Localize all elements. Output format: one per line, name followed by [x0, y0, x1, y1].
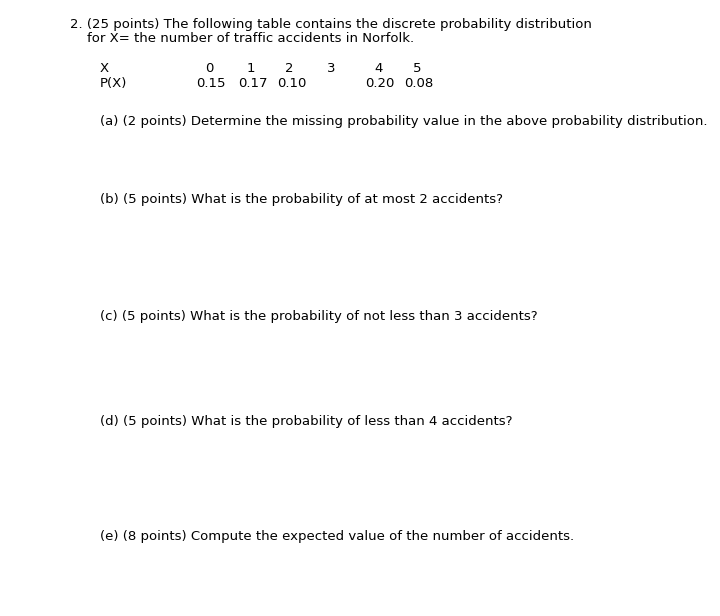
Text: (c) (5 points) What is the probability of not less than 3 accidents?: (c) (5 points) What is the probability o…	[100, 310, 538, 323]
Text: X: X	[100, 62, 109, 75]
Text: 2: 2	[285, 62, 294, 75]
Text: 2. (25 points) The following table contains the discrete probability distributio: 2. (25 points) The following table conta…	[70, 18, 592, 31]
Text: (d) (5 points) What is the probability of less than 4 accidents?: (d) (5 points) What is the probability o…	[100, 415, 513, 428]
Text: 1: 1	[247, 62, 256, 75]
Text: 0.20: 0.20	[365, 77, 395, 90]
Text: 0: 0	[205, 62, 213, 75]
Text: 0.08: 0.08	[404, 77, 433, 90]
Text: 5: 5	[413, 62, 421, 75]
Text: 0.15: 0.15	[196, 77, 225, 90]
Text: 4: 4	[374, 62, 382, 75]
Text: (a) (2 points) Determine the missing probability value in the above probability : (a) (2 points) Determine the missing pro…	[100, 115, 708, 128]
Text: 0.10: 0.10	[277, 77, 307, 90]
Text: 0.17: 0.17	[238, 77, 268, 90]
Text: (e) (8 points) Compute the expected value of the number of accidents.: (e) (8 points) Compute the expected valu…	[100, 530, 574, 543]
Text: P(X): P(X)	[100, 77, 127, 90]
Text: (b) (5 points) What is the probability of at most 2 accidents?: (b) (5 points) What is the probability o…	[100, 193, 503, 206]
Text: 3: 3	[327, 62, 336, 75]
Text: for X= the number of traffic accidents in Norfolk.: for X= the number of traffic accidents i…	[70, 32, 414, 45]
